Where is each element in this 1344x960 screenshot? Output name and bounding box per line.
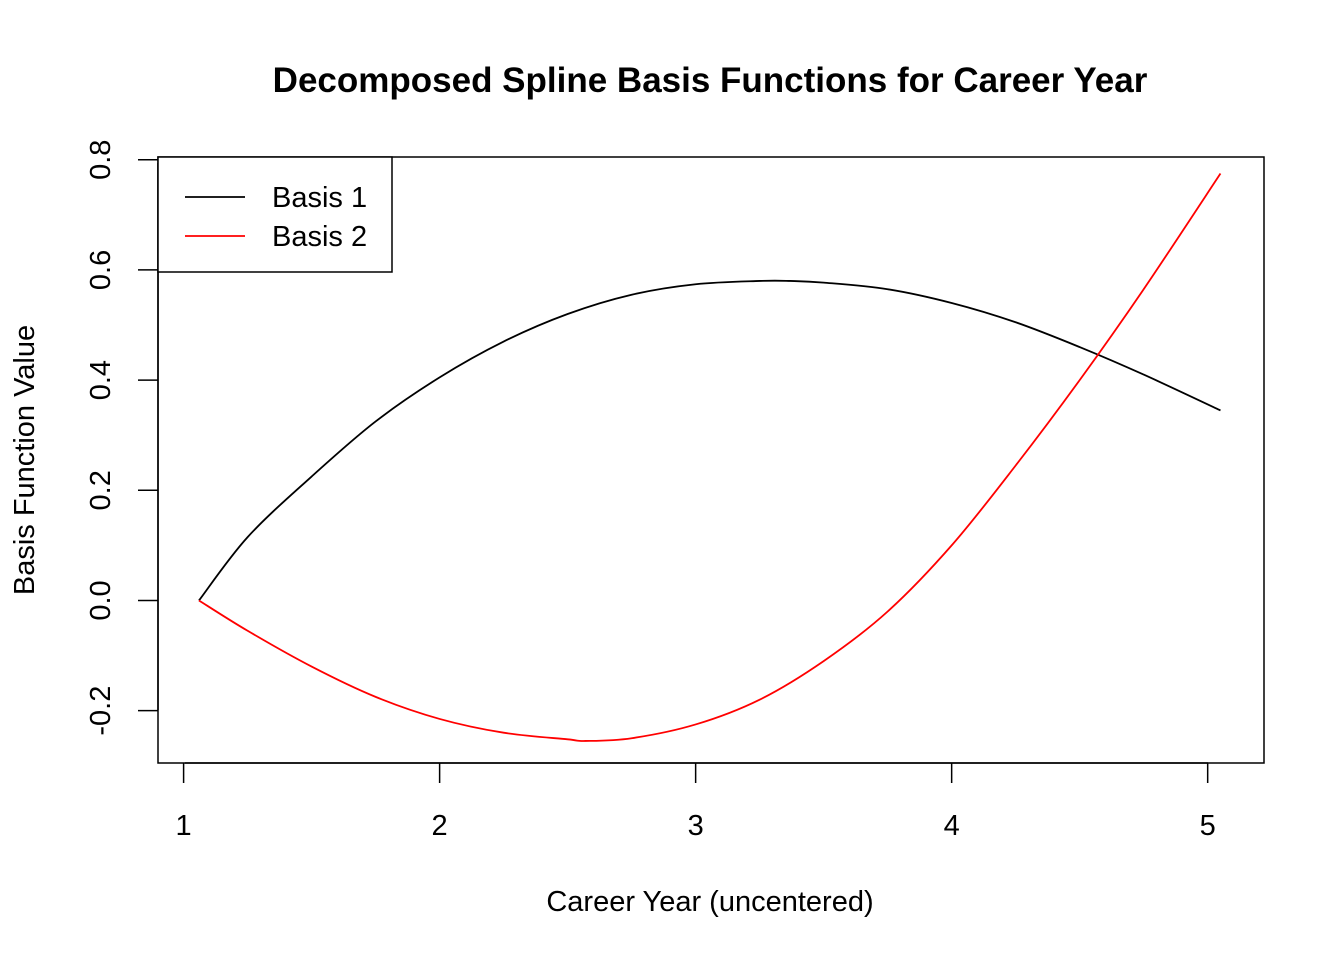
- legend: Basis 1 Basis 2: [157, 156, 393, 273]
- y-axis-label: Basis Function Value: [9, 325, 41, 595]
- y-tick-label: -0.2: [85, 686, 117, 736]
- y-tick-label: 0.8: [85, 140, 117, 180]
- y-axis: -0.2 0.0 0.2 0.4 0.6 0.8: [85, 140, 159, 736]
- series-line-basis-2: [198, 173, 1222, 742]
- x-axis: 1 2 3 4 5: [176, 762, 1216, 842]
- x-tick-label: 5: [1200, 810, 1216, 842]
- x-axis-label: Career Year (uncentered): [546, 886, 873, 918]
- x-tick-label: 1: [176, 810, 192, 842]
- series-line-basis-1: [198, 279, 1221, 602]
- x-tick-label: 2: [432, 810, 448, 842]
- y-tick-label: 0.0: [85, 580, 117, 620]
- legend-label-basis-1: Basis 1: [272, 182, 367, 214]
- y-tick-label: 0.4: [85, 360, 117, 400]
- legend-label-basis-2: Basis 2: [272, 221, 367, 253]
- y-tick-label: 0.2: [85, 470, 117, 510]
- y-tick-label: 0.6: [85, 250, 117, 290]
- chart-title: Decomposed Spline Basis Functions for Ca…: [273, 61, 1148, 100]
- series-layer: [198, 173, 1222, 742]
- x-tick-label: 4: [944, 810, 960, 842]
- x-tick-label: 3: [688, 810, 704, 842]
- legend-box: [157, 156, 393, 273]
